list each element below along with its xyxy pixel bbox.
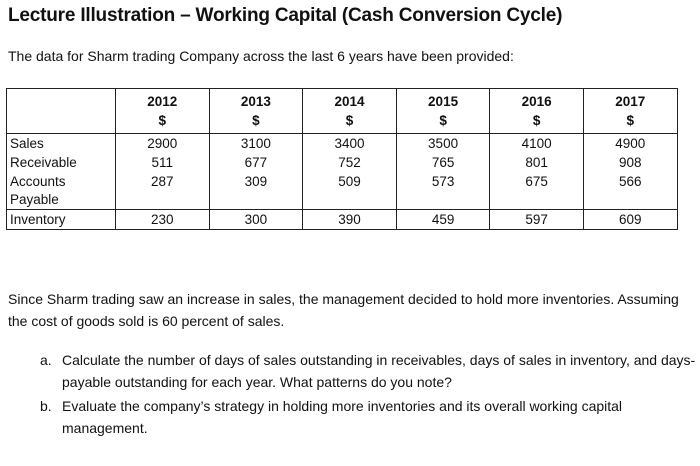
question-item: a. Calculate the number of days of sales… [40,349,696,393]
table-cell: 675 [489,172,584,210]
table-cell: 4900 [582,133,678,153]
page-title: Lecture Illustration – Working Capital (… [8,5,563,26]
question-list: a. Calculate the number of days of sales… [40,349,696,441]
table-cell: 609 [582,209,678,230]
currency-label: $ [345,113,354,128]
table-cell: 3100 [208,133,304,153]
table-cell: 573 [395,172,491,210]
header-year-cell: 2015 $ [395,88,491,134]
table-cell: 4100 [489,133,584,153]
table-row-accounts-payable: Accounts Payable 287 309 509 573 675 566 [6,172,678,210]
table-cell: 801 [489,153,584,172]
table-cell: 752 [302,153,397,172]
year-label: 2015 [428,94,459,109]
year-label: 2014 [334,94,365,109]
table-cell: 287 [115,172,210,210]
table-cell: 509 [302,172,397,210]
question-marker: b. [40,398,52,414]
table-row-receivable: Receivable 511 677 752 765 801 908 [6,153,678,172]
row-label: Inventory [6,209,116,230]
table-cell: 230 [115,209,210,230]
year-label: 2012 [147,94,178,109]
row-label: Receivable [6,153,116,172]
table-row-sales: Sales 2900 3100 3400 3500 4100 4900 [6,133,678,153]
currency-label: $ [252,113,260,128]
row-label: Sales [6,133,116,153]
currency-label: $ [626,113,635,128]
table-cell: 511 [115,153,210,172]
table-header-row: 2012 $ 2013 $ 2014 $ 2015 $ 2016 $ 2017 $ [6,88,678,134]
data-table: 2012 $ 2013 $ 2014 $ 2015 $ 2016 $ 2017 $ Sale… [6,88,678,230]
table-cell: 3400 [302,133,397,153]
table-cell: 765 [395,153,491,172]
header-year-cell: 2017 $ [582,88,678,134]
header-year-cell: 2013 $ [208,88,304,134]
year-label: 2017 [615,94,646,109]
year-label: 2013 [240,94,271,109]
row-label: Accounts Payable [6,172,116,210]
table-cell: 309 [208,172,304,210]
intro-text: The data for Sharm trading Company acros… [8,48,514,64]
question-marker: a. [40,352,52,368]
currency-label: $ [439,113,447,128]
table-cell: 908 [582,153,678,172]
header-year-cell: 2014 $ [302,88,397,134]
header-year-cell: 2016 $ [489,88,584,134]
table-cell: 566 [582,172,678,210]
year-label: 2016 [521,94,552,109]
question-item: b. Evaluate the company’s strategy in ho… [40,395,696,439]
question-text: Evaluate the company’s strategy in holdi… [62,398,623,436]
table-cell: 3500 [395,133,491,153]
table-cell: 459 [395,209,491,230]
assumption-paragraph: Since Sharm trading saw an increase in s… [8,291,679,329]
currency-label: $ [158,113,167,128]
question-text: Calculate the number of days of sales ou… [62,352,696,390]
table-cell: 597 [489,209,584,230]
currency-label: $ [532,113,541,128]
header-label-cell [6,88,116,134]
table-cell: 677 [208,153,304,172]
header-year-cell: 2012 $ [115,88,210,134]
table-cell: 2900 [115,133,210,153]
table-row-inventory: Inventory 230 300 390 459 597 609 [6,209,678,230]
table-cell: 390 [302,209,397,230]
table-cell: 300 [208,209,304,230]
